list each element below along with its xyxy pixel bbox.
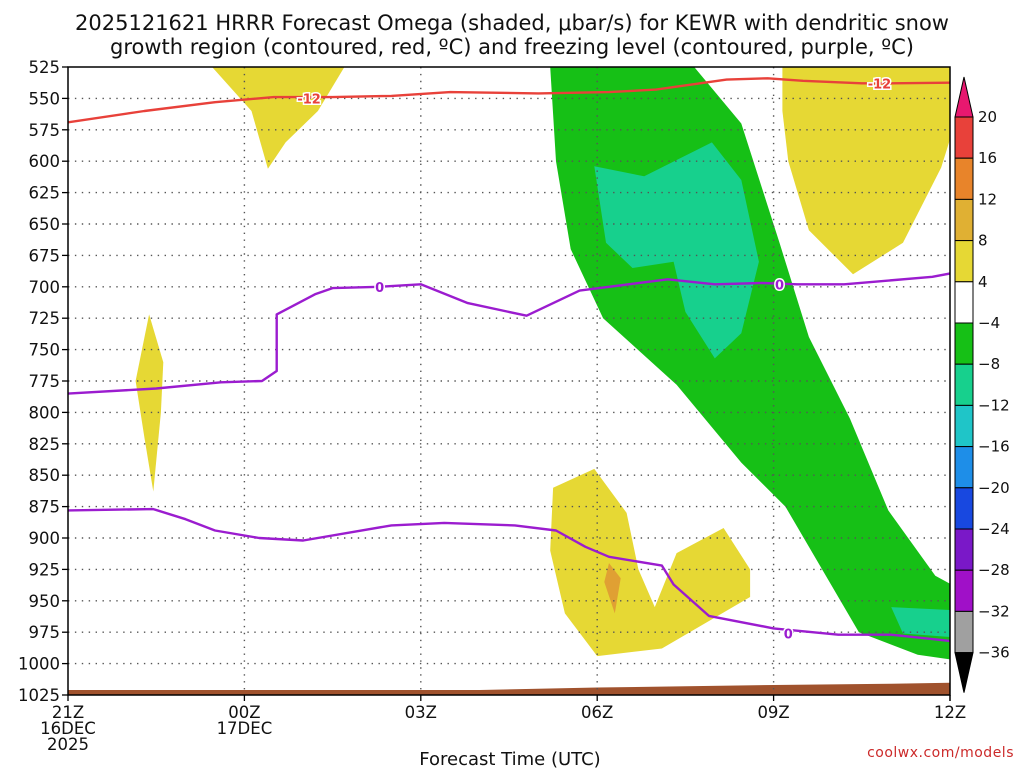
colorbar-box xyxy=(954,446,974,489)
omega-shaded-region xyxy=(782,67,950,275)
x-tick-label: 12Z xyxy=(934,703,966,722)
colorbar-label: −4 xyxy=(978,314,1000,332)
y-tick-label: 750 xyxy=(29,341,61,360)
snow-growth-contour-label: -12 xyxy=(868,77,892,92)
y-tick-label: 775 xyxy=(29,372,61,391)
x-tick-label: 06Z xyxy=(581,703,613,722)
y-tick-label: 725 xyxy=(29,309,61,328)
colorbar-box xyxy=(954,528,974,571)
colorbar-label: 20 xyxy=(978,108,997,126)
y-tick-label: 900 xyxy=(29,529,61,548)
x-tick-label: 03Z xyxy=(405,703,437,722)
colorbar-box xyxy=(954,404,974,448)
omega-shaded-region xyxy=(594,142,759,359)
y-tick-label: 575 xyxy=(29,121,61,140)
colorbar-label: 8 xyxy=(978,232,988,250)
colorbar-bottom-arrow xyxy=(954,652,974,693)
y-tick-label: 700 xyxy=(29,278,61,297)
omega-shaded-region xyxy=(212,67,345,169)
x-tick-label: 2025 xyxy=(47,735,89,754)
colorbar-box xyxy=(954,487,974,530)
colorbar-label: 12 xyxy=(978,190,997,208)
omega-shaded-region xyxy=(891,607,950,637)
snow-growth-contour xyxy=(68,77,950,124)
x-axis-label: Forecast Time (UTC) xyxy=(419,749,600,768)
y-tick-label: 625 xyxy=(29,184,61,203)
colorbar-box xyxy=(954,363,974,406)
colorbar-label: 16 xyxy=(978,149,997,167)
y-tick-label: 1025 xyxy=(18,686,60,705)
y-tick-label: 525 xyxy=(29,58,61,77)
colorbar-label: −8 xyxy=(978,355,1000,373)
contour-lines: -12 -12 0 0 0 xyxy=(68,76,950,644)
colorbar-box xyxy=(954,322,974,365)
colorbar-box xyxy=(954,198,974,242)
freezing-level-contour xyxy=(68,272,950,395)
colorbar-label: −20 xyxy=(978,479,1010,497)
chart-title-line-1: 2025121621 HRRR Forecast Omega (shaded, … xyxy=(75,11,949,35)
y-tick-label: 550 xyxy=(29,89,61,108)
chart-title-line-2: growth region (contoured, red, ºC) and f… xyxy=(110,35,914,59)
omega-shaded-region xyxy=(994,67,1024,193)
colorbar-box xyxy=(954,569,974,612)
colorbar-label: −28 xyxy=(978,561,1010,579)
y-tick-label: 925 xyxy=(29,560,61,579)
colorbar-box xyxy=(954,281,974,324)
colorbar-box xyxy=(954,610,974,654)
snow-growth-contour-label: -12 xyxy=(297,92,321,107)
x-tick-label: 21Z xyxy=(52,703,84,722)
colorbar-label: 4 xyxy=(978,273,988,291)
y-tick-label: 675 xyxy=(29,246,61,265)
credit-text: coolwx.com/models xyxy=(867,745,1014,761)
y-axis-ticks: 525 550 575 600 625 650 675 700 725 750 775 800 825 8… xyxy=(18,58,68,705)
omega-shaded-region xyxy=(135,314,164,492)
y-tick-label: 650 xyxy=(29,215,61,234)
colorbar-label: −12 xyxy=(978,396,1010,414)
colorbar-label: −32 xyxy=(978,602,1010,620)
colorbar-box xyxy=(954,116,974,159)
y-tick-label: 800 xyxy=(29,403,61,422)
colorbar-label: −24 xyxy=(978,520,1010,538)
y-tick-label: 875 xyxy=(29,498,61,517)
ground-surface xyxy=(68,682,950,695)
colorbar-label: −16 xyxy=(978,438,1010,456)
freezing-level-contour xyxy=(68,507,950,643)
x-tick-label: 16DEC xyxy=(40,719,96,738)
colorbar-box xyxy=(954,157,974,200)
colorbar: 20 16 12 8 4 −4 −8 −12 −16 −20 −24 −28 −32 −36 xyxy=(954,76,1010,693)
y-tick-label: 850 xyxy=(29,466,61,485)
freezing-level-contour-label: 0 xyxy=(775,278,784,293)
y-tick-label: 825 xyxy=(29,435,61,454)
grid-lines xyxy=(68,67,950,695)
colorbar-label: −36 xyxy=(978,644,1010,662)
colorbar-top-arrow xyxy=(954,76,974,118)
y-tick-label: 600 xyxy=(29,152,61,171)
y-tick-label: 950 xyxy=(29,592,61,611)
colorbar-box xyxy=(954,240,974,283)
plot-area xyxy=(68,67,1024,695)
x-tick-label: 00Z xyxy=(228,703,260,722)
omega-shaded-region xyxy=(604,563,621,614)
y-tick-label: 975 xyxy=(29,623,61,642)
freezing-level-contour-label: 0 xyxy=(375,281,384,296)
x-tick-label: 17DEC xyxy=(217,719,273,738)
freezing-level-contour-label: 0 xyxy=(784,627,793,642)
y-tick-label: 1000 xyxy=(18,655,60,674)
x-tick-label: 09Z xyxy=(757,703,789,722)
